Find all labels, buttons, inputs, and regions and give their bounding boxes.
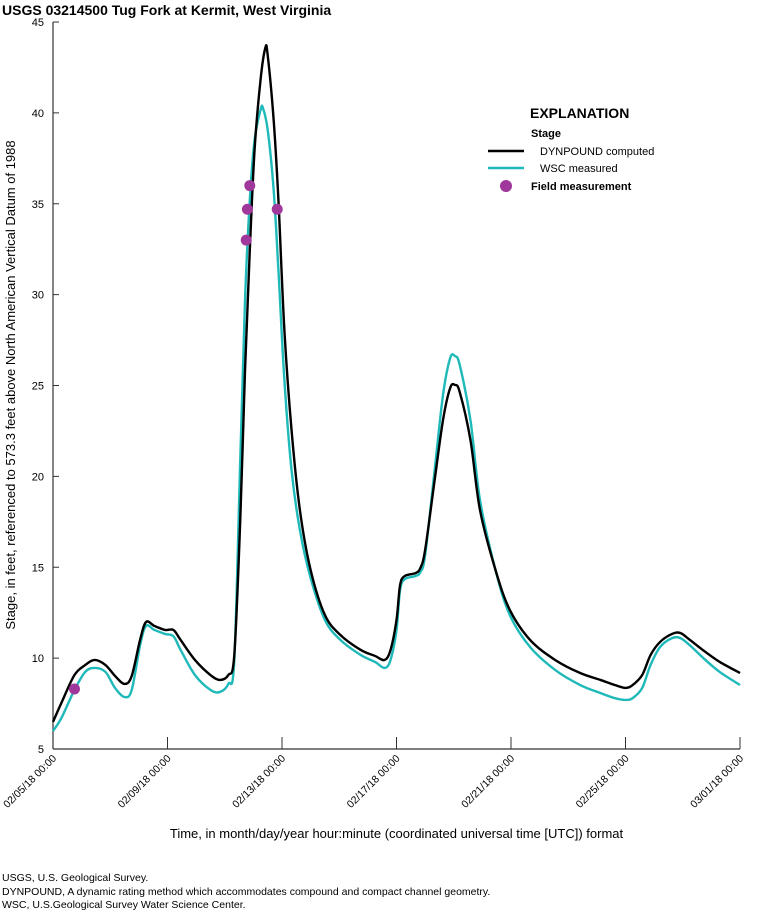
legend-label: Field measurement (531, 181, 632, 193)
dynpound-computed-line (51, 44, 741, 723)
x-tick-label: 02/09/18 00:00 (116, 753, 174, 811)
field-measurement-point (240, 234, 252, 246)
y-tick-label: 25 (32, 381, 44, 393)
x-tick-label: 02/13/18 00:00 (230, 753, 288, 811)
legend: EXPLANATION Stage DYNPOUND computed WSC mea… (488, 105, 654, 193)
x-tick-label: 02/05/18 00:00 (1, 753, 59, 811)
y-tick-label: 5 (38, 744, 44, 756)
legend-swatch-field (500, 180, 512, 192)
legend-label: DYNPOUND computed (540, 146, 654, 158)
field-measurement-point (271, 203, 283, 215)
x-axis-label: Time, in month/day/year hour:minute (coo… (169, 826, 624, 841)
y-tick-label: 35 (32, 199, 44, 211)
legend-heading: EXPLANATION (530, 105, 629, 121)
y-tick-label: 15 (32, 562, 44, 574)
x-tick-label: 03/01/18 00:00 (688, 753, 746, 811)
legend-label: WSC measured (540, 163, 618, 175)
footnote: WSC, U.S.Geological Survey Water Science… (2, 899, 246, 911)
wsc-measured-line (51, 104, 741, 732)
legend-group: Stage (531, 128, 561, 140)
y-tick-label: 10 (32, 653, 44, 665)
field-measurement-point (68, 683, 80, 695)
chart-title: USGS 03214500 Tug Fork at Kermit, West V… (2, 2, 332, 18)
x-tick-label: 02/21/18 00:00 (459, 753, 517, 811)
footnotes: USGS, U.S. Geological Survey. DYNPOUND, … (2, 872, 490, 913)
y-tick-label: 45 (32, 17, 44, 29)
y-tick-label: 40 (32, 108, 44, 120)
axes: 5 10 15 20 25 30 35 40 45 02/05/18 00:00 02/09/18 … (1, 17, 746, 811)
y-tick-label: 20 (32, 471, 44, 483)
field-measurement-point (241, 203, 253, 215)
x-tick-label: 02/25/18 00:00 (574, 753, 632, 811)
y-axis-label: Stage, in feet, referenced to 573.3 feet… (3, 140, 18, 629)
y-tick-label: 30 (32, 290, 44, 302)
footnote: DYNPOUND, A dynamic rating method which … (2, 885, 491, 898)
x-tick-label: 02/17/18 00:00 (345, 753, 403, 811)
series-layer (51, 44, 741, 732)
field-measurement-point (244, 180, 256, 192)
footnote: USGS, U.S. Geological Survey. (2, 872, 149, 884)
